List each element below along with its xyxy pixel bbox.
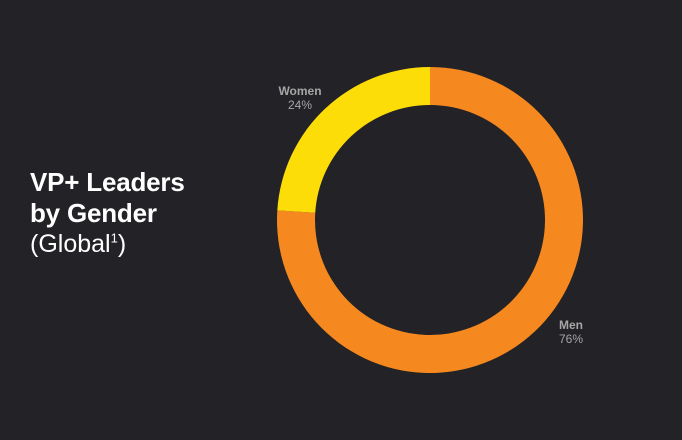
chart-title: VP+ Leaders by Gender (Global1) [30,167,185,260]
women-slice-label: Women 24% [270,84,330,112]
men-slice-label: Men 76% [541,318,601,346]
subtitle-text: (Global [30,230,111,258]
footnote-marker: 1 [110,230,118,246]
subtitle-close: ) [117,230,127,258]
women-slice [277,67,430,213]
title-line-1: VP+ Leaders [30,167,185,197]
chart-subtitle: (Global1) [30,229,185,260]
men-label-value: 76% [558,332,584,346]
men-label-name: Men [559,318,583,332]
donut-slices [277,67,583,373]
women-label-value: 24% [287,98,313,112]
title-line-2: by Gender [30,198,157,228]
women-label-name: Women [278,84,322,98]
